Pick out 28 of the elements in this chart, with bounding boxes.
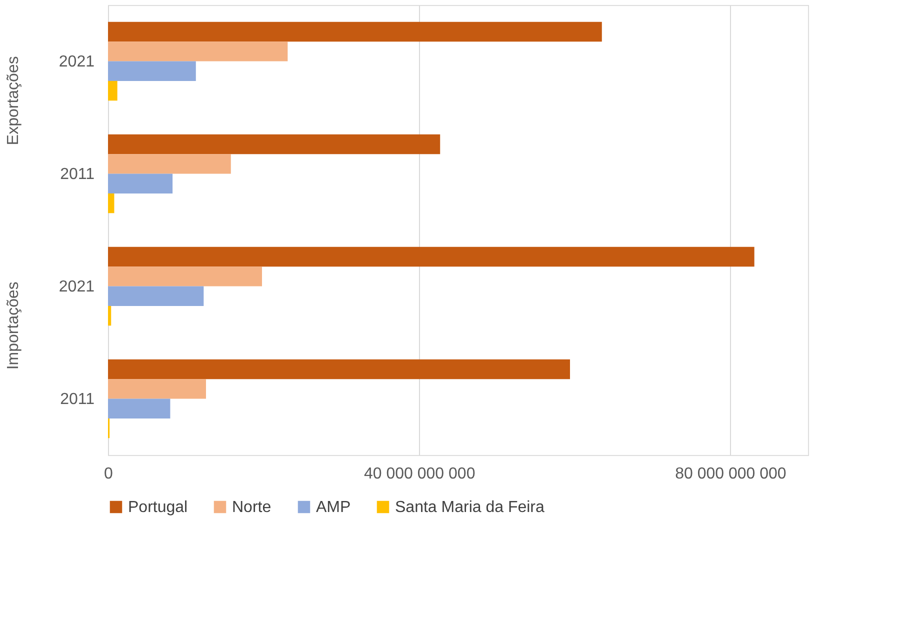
text: Exportações	[5, 56, 22, 146]
bar	[108, 306, 112, 326]
x-tick-label: 40 000 000 000	[364, 466, 476, 482]
bar	[108, 286, 204, 306]
bar	[108, 61, 196, 81]
legend-label: Norte	[232, 499, 272, 516]
y-tick-label: 2021	[58, 53, 95, 70]
bar	[108, 80, 118, 101]
bar	[108, 193, 114, 214]
x-tick-label: 80 000 000 000	[675, 466, 786, 482]
bar	[108, 398, 170, 418]
legend-label: AMP	[316, 499, 351, 516]
bar	[108, 379, 206, 399]
bar	[108, 174, 173, 194]
y-tick-label: 2021	[58, 278, 95, 296]
y-tick-label: 2011	[60, 390, 95, 408]
legend-label: Santa Maria da Feira	[395, 499, 545, 516]
bar	[108, 22, 602, 42]
x-tick-label: 0	[104, 466, 114, 482]
bar	[108, 42, 288, 62]
text: Importações	[5, 282, 22, 370]
bar	[108, 359, 570, 380]
y-tick-label: 2011	[60, 166, 95, 183]
bar	[108, 154, 231, 174]
legend-label: Portugal	[128, 499, 188, 516]
bar	[108, 134, 440, 154]
bar	[108, 246, 754, 267]
bar	[108, 266, 262, 286]
